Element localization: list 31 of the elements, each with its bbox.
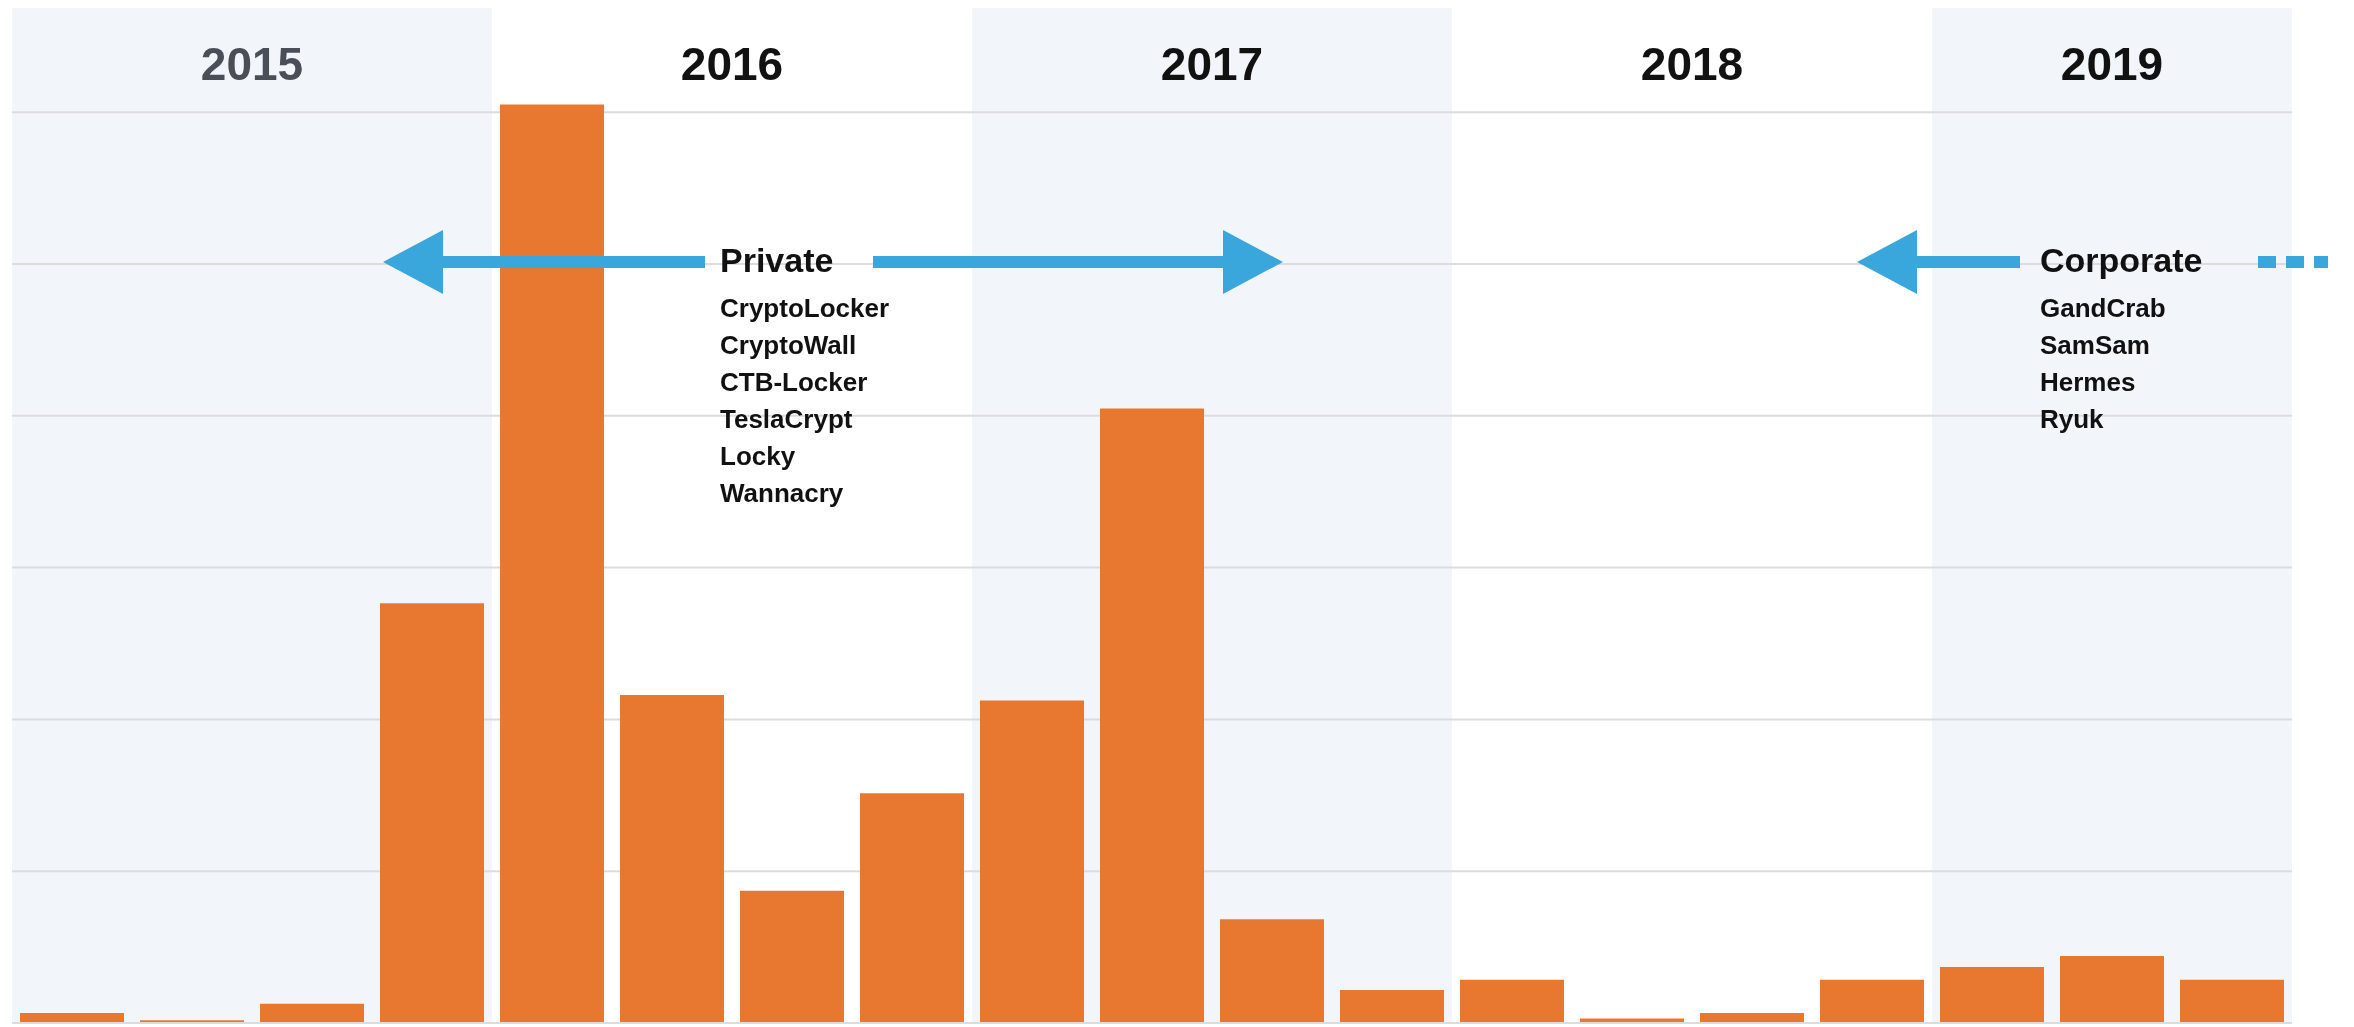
- bar: [620, 695, 724, 1023]
- annotation: GandCrab: [2040, 293, 2166, 323]
- bar: [860, 793, 964, 1023]
- bar: [1220, 919, 1324, 1023]
- text: 2018: [1640, 38, 1744, 90]
- annotation: TeslaCrypt: [720, 404, 853, 434]
- bar: [1460, 979, 1564, 1023]
- annotation: Wannacry: [720, 478, 844, 508]
- text: 2017: [1160, 38, 1264, 90]
- text: 2015: [200, 38, 304, 90]
- annotation: Ryuk: [2040, 404, 2105, 434]
- annotation: CTB-Locker: [720, 367, 868, 397]
- bar: [1940, 966, 2044, 1023]
- bar: [740, 890, 844, 1023]
- bar: [980, 700, 1084, 1023]
- bar: [2180, 979, 2284, 1023]
- text: 2019: [2060, 38, 2164, 90]
- bar: [260, 1003, 364, 1023]
- text: 2016: [680, 38, 784, 90]
- annotation: CryptoWall: [720, 330, 857, 360]
- bar: [1100, 408, 1204, 1023]
- annotation: CryptoLocker: [720, 293, 890, 323]
- bar: [1820, 979, 1924, 1023]
- bar: [2060, 955, 2164, 1023]
- annotation: SamSam: [2040, 330, 2150, 360]
- annotation: Hermes: [2040, 367, 2136, 397]
- bar: [1340, 989, 1444, 1023]
- bar: [380, 603, 484, 1023]
- annotation: Corporate: [2040, 241, 2203, 279]
- annotation: Private: [720, 241, 834, 279]
- annotation: Locky: [720, 441, 796, 471]
